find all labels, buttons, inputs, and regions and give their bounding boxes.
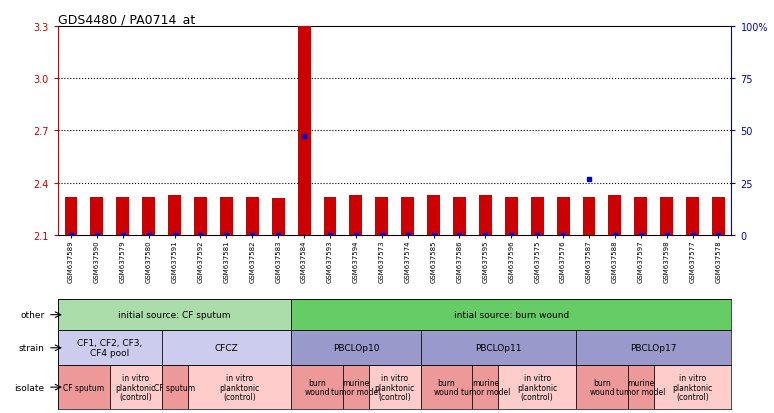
Bar [194, 197, 207, 235]
Bar [58, 299, 291, 330]
Bar [576, 366, 628, 409]
Bar [246, 197, 259, 235]
Bar [401, 197, 414, 235]
Bar [220, 197, 233, 235]
Bar [479, 195, 491, 235]
Bar [349, 195, 362, 235]
Bar [116, 197, 129, 235]
Text: burn
wound: burn wound [304, 378, 330, 396]
Bar [162, 330, 291, 366]
Text: in vitro
planktonic
(control): in vitro planktonic (control) [115, 373, 156, 401]
Bar [712, 197, 725, 235]
Bar [557, 197, 570, 235]
Text: murine
tumor model: murine tumor model [461, 378, 510, 396]
Bar [453, 197, 466, 235]
Text: CFCZ: CFCZ [214, 344, 238, 352]
Bar [291, 299, 731, 330]
Bar [531, 197, 543, 235]
Text: burn
wound: burn wound [433, 378, 459, 396]
Bar [628, 366, 654, 409]
Bar [576, 330, 731, 366]
Bar [583, 197, 595, 235]
Text: burn
wound: burn wound [589, 378, 615, 396]
Text: strain: strain [19, 344, 45, 352]
Bar [498, 366, 576, 409]
Text: isolate: isolate [15, 383, 45, 392]
Text: CF sputum: CF sputum [154, 383, 195, 392]
Bar [420, 366, 472, 409]
Bar [272, 199, 285, 235]
Text: other: other [20, 311, 45, 319]
Text: murine
tumor model: murine tumor model [331, 378, 381, 396]
Bar [187, 366, 291, 409]
Text: in vitro
planktonic
(control): in vitro planktonic (control) [517, 373, 557, 401]
Text: PBCLOp17: PBCLOp17 [631, 344, 677, 352]
Bar [686, 197, 699, 235]
Bar [427, 195, 440, 235]
Text: intial source: burn wound: intial source: burn wound [454, 311, 569, 319]
Bar [654, 366, 731, 409]
Bar [64, 197, 77, 235]
Bar [635, 197, 647, 235]
Text: initial source: CF sputum: initial source: CF sputum [118, 311, 231, 319]
Bar [369, 366, 420, 409]
Bar [142, 197, 155, 235]
Bar [110, 366, 162, 409]
Text: GDS4480 / PA0714_at: GDS4480 / PA0714_at [58, 13, 195, 26]
Text: PBCLOp11: PBCLOp11 [475, 344, 522, 352]
Text: in vitro
planktonic
(control): in vitro planktonic (control) [673, 373, 713, 401]
Bar [420, 330, 576, 366]
Bar [91, 197, 104, 235]
Text: in vitro
planktonic
(control): in vitro planktonic (control) [375, 373, 415, 401]
Bar [324, 197, 337, 235]
Text: PBCLOp10: PBCLOp10 [333, 344, 379, 352]
Bar [472, 366, 498, 409]
Text: murine
tumor model: murine tumor model [616, 378, 666, 396]
Text: CF1, CF2, CF3,
CF4 pool: CF1, CF2, CF3, CF4 pool [77, 339, 142, 357]
Bar [58, 330, 162, 366]
Bar [608, 195, 622, 235]
Bar [168, 195, 181, 235]
Bar [505, 197, 518, 235]
Bar [291, 366, 343, 409]
Text: in vitro
planktonic
(control): in vitro planktonic (control) [219, 373, 259, 401]
Bar [291, 330, 420, 366]
Bar [660, 197, 673, 235]
Bar [343, 366, 369, 409]
Bar [298, 27, 310, 235]
Text: CF sputum: CF sputum [63, 383, 104, 392]
Bar [162, 366, 187, 409]
Bar [58, 366, 110, 409]
Bar [375, 197, 389, 235]
